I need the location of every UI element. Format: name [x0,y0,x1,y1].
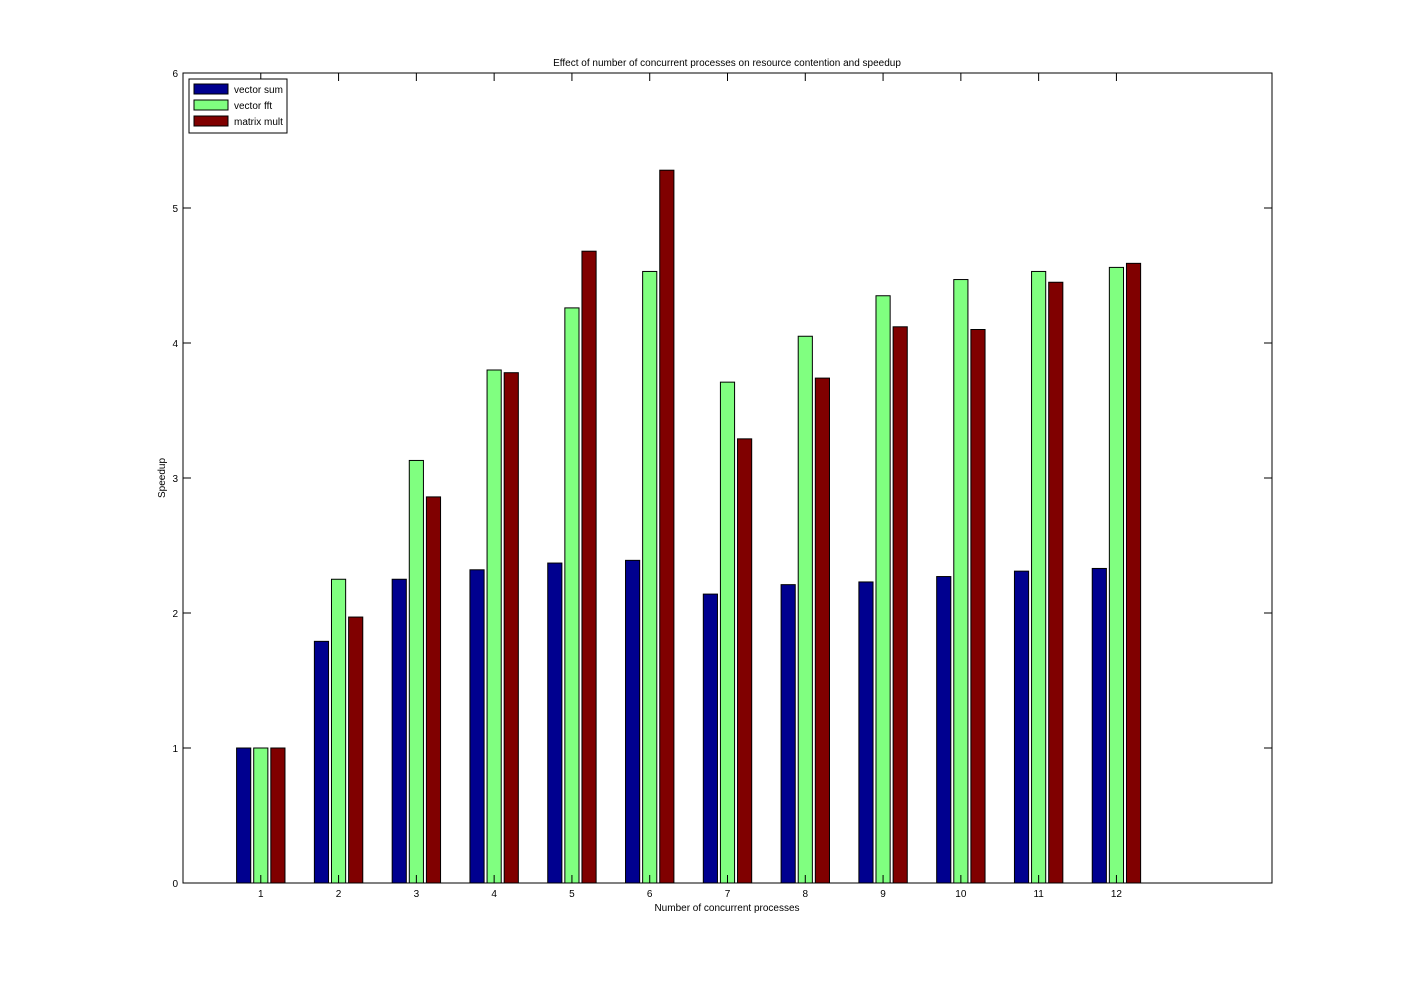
bar-matrix-mult-12 [1125,262,1142,884]
x-tick-label: 3 [414,889,420,900]
x-tick-label: 12 [1111,889,1123,900]
bar-vector-sum-12 [1091,567,1107,884]
x-tick-label: 2 [336,889,342,900]
legend-label-vector-sum: vector sum [234,85,283,96]
bars-layer [236,169,1142,884]
bar-matrix-mult-5 [581,250,597,884]
bar-vector-sum-11 [1013,570,1030,884]
y-tick-label: 6 [172,69,178,80]
bar-vector-sum-3 [391,578,407,884]
bar-vector-fft-4 [486,369,502,884]
bar-matrix-mult-10 [970,329,986,884]
bar-vector-sum-6 [625,559,641,884]
bar-matrix-mult-8 [814,377,830,884]
x-tick-label: 1 [258,889,264,900]
y-tick-label: 1 [172,744,178,755]
bar-vector-sum-5 [547,562,563,884]
legend-label-matrix-mult: matrix mult [234,117,283,128]
x-tick-label: 4 [491,889,497,900]
bar-vector-fft-9 [875,295,891,884]
bar-vector-fft-3 [408,459,424,884]
x-axis-label: Number of concurrent processes [654,903,799,914]
x-tick-label: 5 [569,889,575,900]
bar-vector-sum-10 [936,576,952,884]
x-tick-label: 11 [1033,889,1044,900]
bar-matrix-mult-6 [659,169,675,884]
bar-matrix-mult-7 [737,438,753,884]
legend-swatch-matrix-mult [193,115,229,127]
y-tick-label: 5 [172,204,178,215]
x-tick-label: 10 [955,889,967,900]
bar-vector-fft-11 [1031,270,1047,884]
bar-vector-sum-9 [858,581,874,884]
chart-title: Effect of number of concurrent processes… [553,58,901,69]
y-axis-label: Speedup [157,458,168,498]
bar-matrix-mult-11 [1048,281,1064,884]
bar-matrix-mult-9 [892,326,908,884]
bar-vector-sum-1 [236,747,252,884]
bar-vector-fft-6 [642,270,658,884]
bar-matrix-mult-4 [503,372,519,884]
bar-matrix-mult-2 [348,616,364,884]
legend: vector sum vector fft matrix mult [188,78,288,134]
x-tick-label: 6 [647,889,653,900]
bar-vector-fft-2 [330,578,347,884]
bar-vector-fft-12 [1108,266,1125,884]
bar-matrix-mult-3 [425,496,442,884]
bar-vector-sum-4 [469,569,485,884]
y-tick-label: 3 [172,474,178,485]
bar-vector-sum-2 [313,640,330,884]
bar-vector-sum-8 [780,584,796,884]
bar-vector-fft-10 [953,279,969,884]
y-tick-label: 0 [172,879,178,890]
bar-matrix-mult-1 [270,747,286,884]
x-tick-label: 9 [880,889,886,900]
x-tick-label: 8 [803,889,809,900]
x-tick-label: 7 [725,889,731,900]
bar-vector-sum-7 [702,593,718,884]
legend-swatch-vector-fft [193,99,229,111]
bar-vector-fft-8 [797,335,813,884]
y-tick-label: 2 [172,609,178,620]
bar-vector-fft-7 [719,381,736,884]
y-tick-label: 4 [172,339,178,350]
legend-label-vector-fft: vector fft [234,101,272,112]
legend-swatch-vector-sum [193,83,229,95]
bar-vector-fft-1 [253,747,269,884]
bar-vector-fft-5 [564,307,580,884]
